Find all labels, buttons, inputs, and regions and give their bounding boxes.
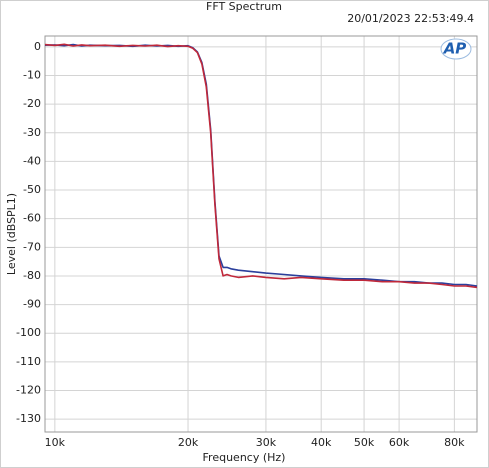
y-tick-label: -40	[23, 154, 41, 167]
x-tick-label: 30k	[256, 436, 277, 449]
chart-title: FFT Spectrum	[206, 0, 282, 13]
y-axis-label: Level (dBSPL1)	[5, 193, 18, 275]
y-tick-label: -130	[16, 412, 41, 425]
y-tick-label: -90	[23, 298, 41, 311]
x-tick-label: 40k	[311, 436, 332, 449]
x-tick-label: 50k	[354, 436, 375, 449]
y-tick-label: -120	[16, 383, 41, 396]
x-axis-label: Frequency (Hz)	[203, 451, 286, 464]
x-tick-label: 10k	[45, 436, 66, 449]
x-tick-label: 60k	[389, 436, 410, 449]
y-tick-label: -10	[23, 69, 41, 82]
x-tick-label: 20k	[178, 436, 199, 449]
y-tick-label: -50	[23, 183, 41, 196]
y-tick-label: -60	[23, 212, 41, 225]
plot-border	[44, 35, 478, 433]
y-tick-label: -100	[16, 326, 41, 339]
y-tick-label: -30	[23, 126, 41, 139]
y-tick-label: 0	[34, 40, 41, 53]
y-tick-label: -20	[23, 97, 41, 110]
timestamp: 20/01/2023 22:53:49.4	[347, 12, 474, 25]
series-line	[44, 43, 478, 289]
y-tick-label: -80	[23, 269, 41, 282]
x-tick-label: 80k	[444, 436, 465, 449]
plot-area	[44, 35, 478, 433]
logo: AP	[443, 40, 467, 58]
logo-badge	[440, 38, 472, 60]
y-tick-label: -70	[23, 240, 41, 253]
y-tick-label: -110	[16, 355, 41, 368]
